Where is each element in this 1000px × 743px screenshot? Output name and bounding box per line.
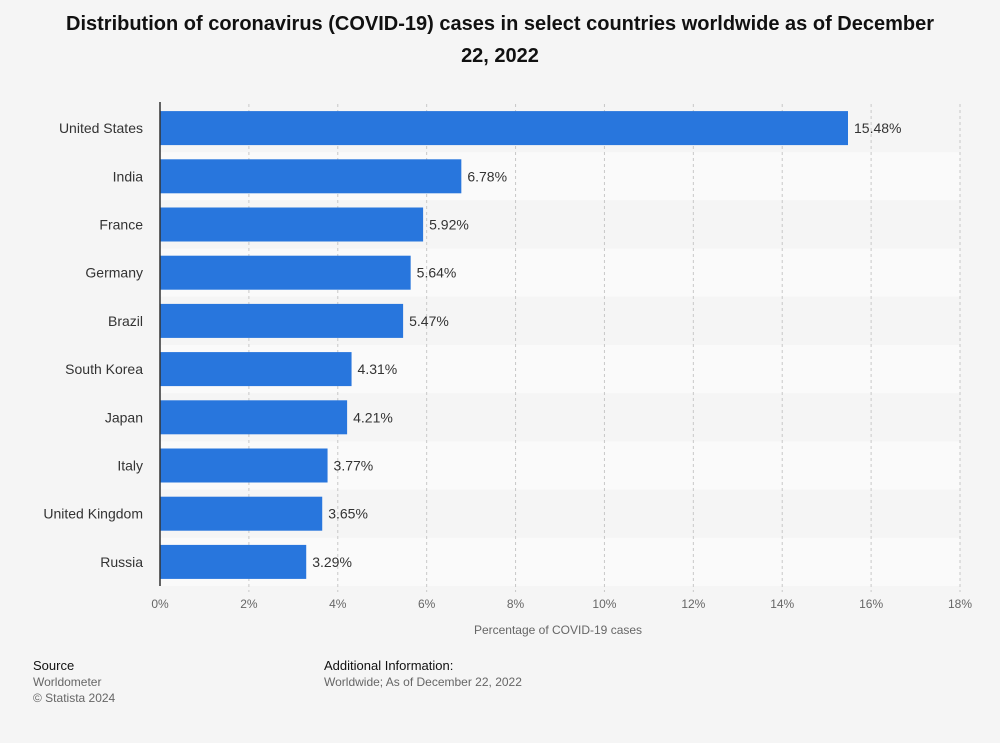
source-block: Source Worldometer © Statista 2024 [33,658,115,706]
x-tick-label: 8% [507,597,525,611]
category-label: United Kingdom [43,506,143,522]
value-label: 5.47% [409,313,449,329]
info-heading: Additional Information: [324,658,454,673]
bar[interactable] [160,159,462,194]
value-label: 4.21% [353,409,393,425]
bar[interactable] [160,448,328,483]
x-tick-label: 6% [418,597,436,611]
source-heading: Source [33,658,75,673]
value-label: 5.64% [417,265,457,281]
x-axis-title: Percentage of COVID-19 cases [474,623,642,637]
value-label: 3.77% [334,458,374,474]
bar[interactable] [160,400,348,435]
x-tick-label: 4% [329,597,347,611]
bar[interactable] [160,544,307,579]
category-label: Russia [100,554,143,570]
value-label: 4.31% [358,361,398,377]
category-label: United States [59,120,143,136]
category-label: Japan [105,409,143,425]
info-text: Worldwide; As of December 22, 2022 [324,675,522,689]
category-label: South Korea [65,361,143,377]
x-tick-label: 10% [592,597,616,611]
category-label: Italy [117,458,143,474]
bar[interactable] [160,303,404,338]
copyright: © Statista 2024 [33,691,116,705]
x-axis-ticks: 0% 2% 4% 6% 8% 10% 12% 14% 16% 18% [151,597,972,611]
value-label: 15.48% [854,120,901,136]
x-tick-label: 12% [681,597,705,611]
x-tick-label: 18% [948,597,972,611]
x-tick-label: 14% [770,597,794,611]
category-label: India [113,168,144,184]
chart-title: Distribution of coronavirus (COVID-19) c… [66,13,934,67]
x-tick-label: 0% [151,597,169,611]
bar[interactable] [160,111,848,146]
value-label: 5.92% [429,217,469,233]
value-label: 3.29% [312,554,352,570]
value-label: 3.65% [328,506,368,522]
category-label: Brazil [108,313,143,329]
bar[interactable] [160,207,424,242]
category-label: France [99,217,143,233]
source-name[interactable]: Worldometer [33,675,102,689]
labels: United States 15.48% India 6.78% France 5.92%… [43,120,901,570]
x-tick-label: 16% [859,597,883,611]
additional-info-block: Additional Information: Worldwide; As of… [324,658,522,690]
bar[interactable] [160,496,323,531]
value-label: 6.78% [467,168,507,184]
category-label: Germany [85,265,143,281]
bars [160,111,848,579]
x-tick-label: 2% [240,597,258,611]
bar[interactable] [160,352,352,387]
bar[interactable] [160,255,411,290]
